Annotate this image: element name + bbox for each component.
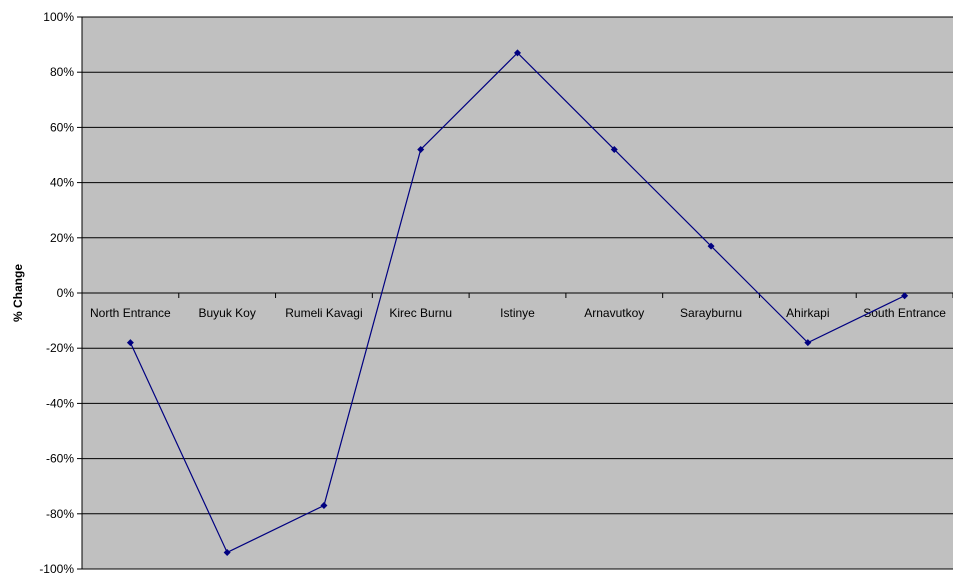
x-tick-labels: North Entrance Buyuk Koy Rumeli Kavagi Kire… <box>90 306 946 320</box>
y-tick-label: 20% <box>50 231 74 245</box>
x-tick-label: Buyuk Koy <box>198 306 255 320</box>
y-tick-label: -40% <box>46 396 74 410</box>
data-point <box>707 242 715 250</box>
x-tick-label: Kirec Burnu <box>389 306 452 320</box>
data-point <box>901 292 909 300</box>
x-tick-label: Rumeli Kavagi <box>285 306 362 320</box>
y-axis-title: % Change <box>11 264 25 322</box>
data-point <box>514 49 521 57</box>
x-tick-label: Arnavutkoy <box>584 306 644 320</box>
series-group <box>126 49 909 556</box>
x-tick-label: South Entrance <box>863 306 946 320</box>
y-tick-label: -100% <box>39 562 74 576</box>
y-tick-label: 100% <box>43 10 74 24</box>
gridlines <box>82 16 953 570</box>
x-tick-label: North Entrance <box>90 306 171 320</box>
y-tick-labels: 100% 80% 60% 40% 20% 0% -20% -40% -60% -80% -100% <box>39 10 74 576</box>
axes <box>77 16 953 570</box>
y-tick-label: 80% <box>50 65 74 79</box>
x-tick-label: Sarayburnu <box>680 306 742 320</box>
data-point <box>417 145 425 153</box>
y-tick-label: 60% <box>50 120 74 134</box>
y-tick-label: 40% <box>50 176 74 190</box>
data-point <box>223 548 231 556</box>
y-tick-label: -60% <box>46 452 74 466</box>
data-point <box>804 339 812 347</box>
y-tick-label: -80% <box>46 507 74 521</box>
data-point <box>126 339 134 347</box>
y-tick-label: 0% <box>57 286 75 300</box>
x-tick-label: Istinye <box>500 306 535 320</box>
y-tick-label: -20% <box>46 341 74 355</box>
data-point <box>320 502 328 510</box>
data-point <box>610 145 618 153</box>
x-tick-label: Ahirkapi <box>786 306 829 320</box>
